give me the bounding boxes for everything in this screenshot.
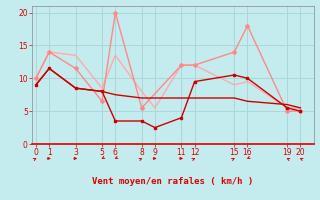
X-axis label: Vent moyen/en rafales ( km/h ): Vent moyen/en rafales ( km/h ) <box>92 177 253 186</box>
